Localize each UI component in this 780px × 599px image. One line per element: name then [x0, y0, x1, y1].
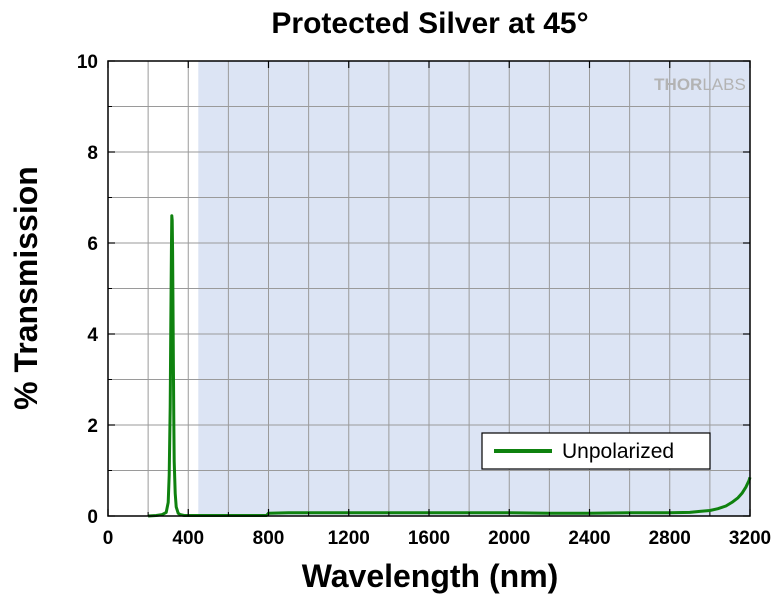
x-tick-label: 2000 — [488, 528, 530, 549]
y-tick-labels: 0 2 4 6 8 10 — [77, 52, 99, 528]
y-tick-label: 0 — [87, 507, 98, 528]
x-axis-label: Wavelength (nm) — [302, 558, 559, 594]
y-tick-label: 8 — [87, 143, 98, 164]
watermark-bold: THOR — [654, 75, 702, 94]
y-tick-label: 2 — [87, 416, 98, 437]
x-tick-label: 2400 — [568, 528, 610, 549]
x-tick-label: 2800 — [649, 528, 691, 549]
plot-area — [107, 60, 752, 518]
x-tick-label: 3200 — [729, 528, 771, 549]
legend: Unpolarized — [481, 432, 711, 470]
x-tick-label: 1200 — [328, 528, 370, 549]
y-axis-label: % Transmission — [8, 166, 44, 410]
x-tick-labels: 0 400 800 1200 1600 2000 2400 2800 3200 — [103, 528, 771, 549]
watermark-light: LABS — [702, 75, 745, 94]
x-tick-label: 400 — [172, 528, 204, 549]
y-tick-label: 4 — [87, 325, 98, 346]
x-tick-label: 800 — [253, 528, 285, 549]
watermark-text: THORLABS — [654, 75, 746, 94]
x-tick-label: 0 — [103, 528, 114, 549]
y-tick-label: 10 — [77, 52, 98, 73]
legend-label: Unpolarized — [562, 440, 674, 463]
y-tick-label: 6 — [87, 234, 98, 255]
chart-title: Protected Silver at 45° — [271, 7, 588, 40]
x-tick-label: 1600 — [408, 528, 450, 549]
thorlabs-watermark: THORLABS — [654, 75, 746, 94]
grid-lines — [108, 61, 750, 516]
axis-ticks — [107, 60, 751, 517]
